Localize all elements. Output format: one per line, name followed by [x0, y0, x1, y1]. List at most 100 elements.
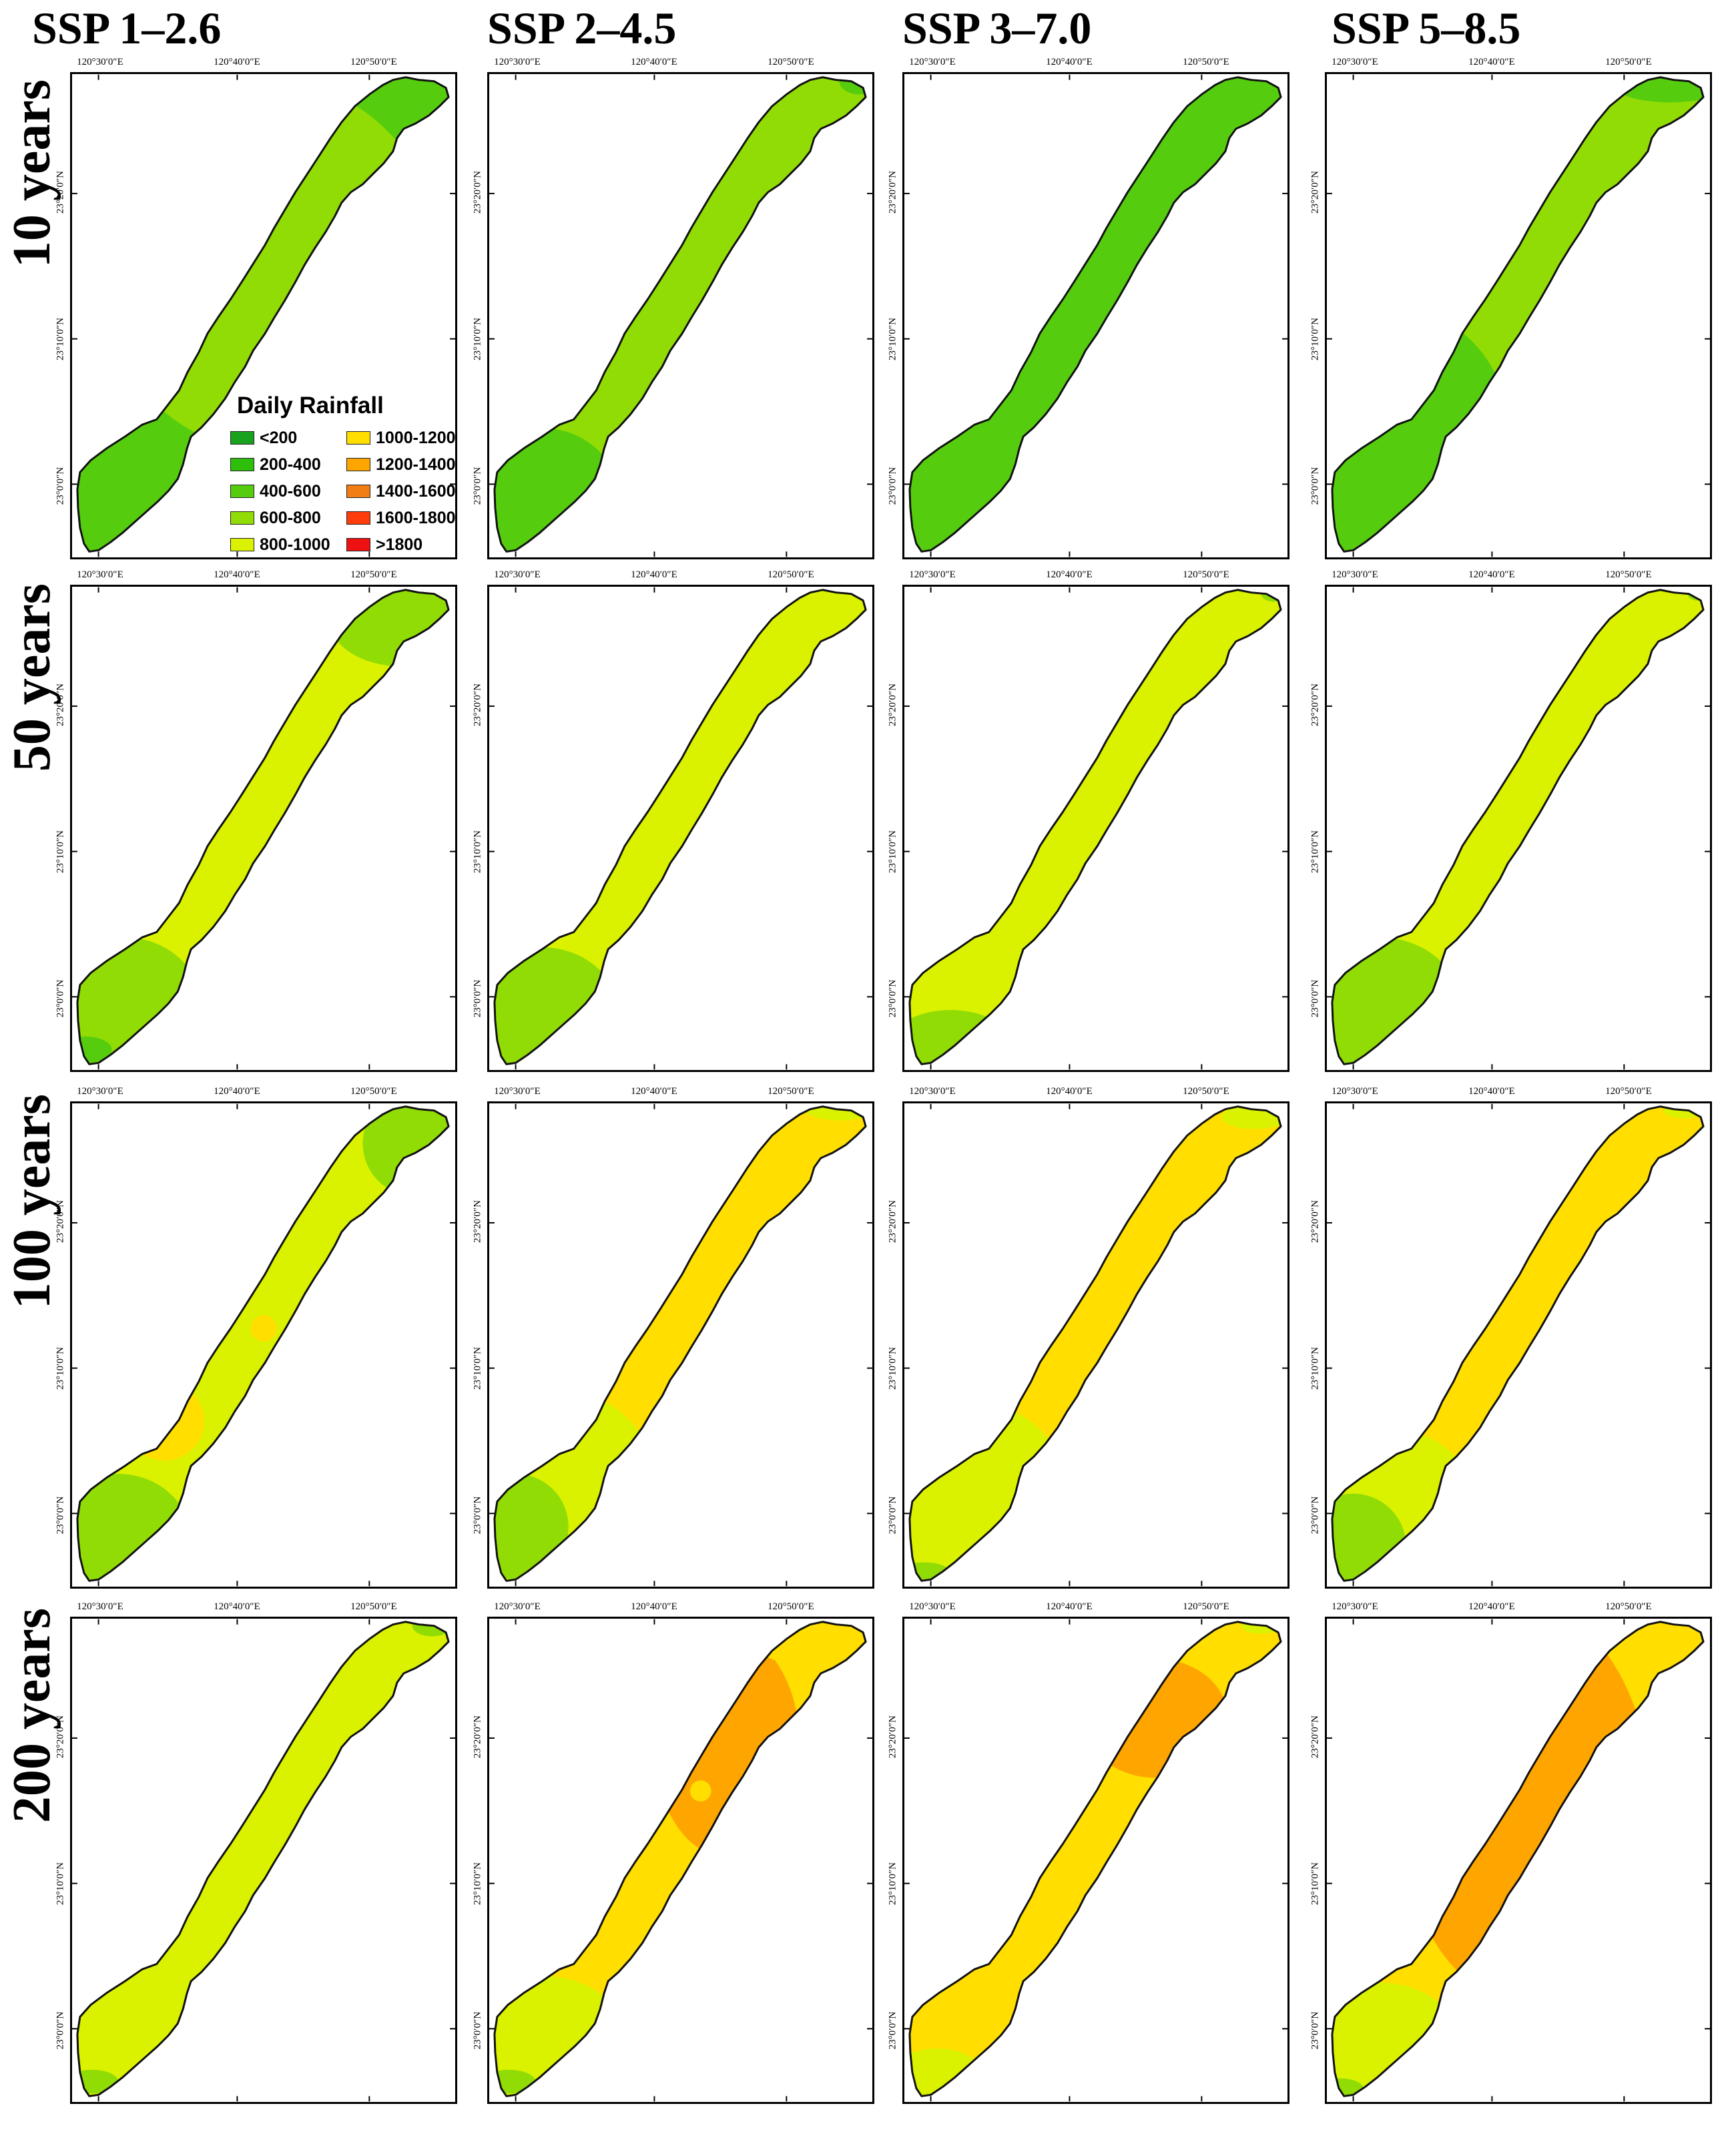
basin-map	[72, 1619, 455, 2102]
longitude-label: 120°30′0″E	[909, 1601, 956, 1612]
rainfall-zone	[806, 1106, 866, 1121]
latitude-label: 23°20′0″N	[1310, 684, 1321, 726]
map-panel	[487, 72, 874, 559]
latitude-label: 23°20′0″N	[472, 1200, 483, 1243]
latitude-label: 23°10′0″N	[887, 1347, 898, 1390]
legend-item: 200-400	[230, 455, 344, 474]
basin-outline	[76, 76, 450, 553]
map-panel	[487, 1617, 874, 2104]
latitude-label: 23°10′0″N	[55, 830, 66, 873]
latitude-label: 23°10′0″N	[55, 318, 66, 360]
basin-map	[489, 1619, 872, 2102]
basin-outline	[76, 1621, 450, 2097]
legend-label: >1800	[376, 535, 423, 554]
longitude-label: 120°50′0″E	[1183, 1086, 1229, 1097]
legend-swatch	[230, 485, 254, 498]
longitude-label: 120°50′0″E	[350, 57, 397, 67]
longitude-label: 120°30′0″E	[77, 57, 123, 67]
latitude-label: 23°20′0″N	[887, 1200, 898, 1243]
basin-map	[1327, 1619, 1710, 2102]
basin-outline	[908, 589, 1282, 1065]
rainfall-zone	[909, 1621, 1281, 2097]
longitude-label: 120°50′0″E	[1605, 1601, 1652, 1612]
latitude-label: 23°0′0″N	[55, 467, 66, 505]
rainfall-zone	[250, 1315, 277, 1342]
row-title: 100 years	[3, 1093, 61, 1310]
longitude-label: 120°40′0″E	[214, 57, 260, 67]
basin-map	[489, 74, 872, 557]
legend-swatch	[346, 485, 370, 498]
legend-swatch	[230, 538, 254, 551]
latitude-label: 23°20′0″N	[1310, 1200, 1321, 1243]
map-panel	[1325, 585, 1712, 1072]
legend-item: 1600-1800	[346, 509, 460, 527]
latitude-label: 23°20′0″N	[472, 684, 483, 726]
longitude-label: 120°50′0″E	[1605, 57, 1652, 67]
longitude-label: 120°30′0″E	[909, 569, 956, 580]
basin-map	[904, 1103, 1287, 1587]
latitude-label: 23°10′0″N	[887, 830, 898, 873]
latitude-label: 23°20′0″N	[472, 171, 483, 214]
legend-item: 400-600	[230, 482, 344, 501]
legend-swatch	[346, 538, 370, 551]
latitude-label: 23°20′0″N	[472, 1715, 483, 1758]
map-panel	[487, 1101, 874, 1589]
latitude-label: 23°20′0″N	[55, 1715, 66, 1758]
longitude-label: 120°30′0″E	[909, 57, 956, 67]
latitude-label: 23°20′0″N	[1310, 171, 1321, 214]
rainfall-zone	[1399, 1621, 1651, 2002]
latitude-label: 23°0′0″N	[55, 2011, 66, 2050]
legend-label: 800-1000	[260, 535, 330, 554]
latitude-label: 23°10′0″N	[55, 1862, 66, 1905]
basin-map	[1327, 587, 1710, 1070]
basin-map	[1327, 1103, 1710, 1587]
latitude-label: 23°10′0″N	[1310, 318, 1321, 360]
column-title: SSP 1–2.6	[32, 3, 222, 53]
legend-swatch	[230, 431, 254, 445]
longitude-label: 120°30′0″E	[494, 569, 541, 580]
legend-label: 1600-1800	[376, 508, 456, 527]
map-panel	[902, 585, 1289, 1072]
map-panel	[1325, 1101, 1712, 1589]
basin-outline	[908, 1621, 1282, 2097]
basin-outline	[493, 76, 867, 553]
legend-item: <200	[230, 429, 344, 447]
latitude-label: 23°20′0″N	[887, 171, 898, 214]
longitude-label: 120°30′0″E	[909, 1086, 956, 1097]
basin-outline	[1331, 1105, 1705, 1582]
longitude-label: 120°40′0″E	[631, 57, 677, 67]
longitude-label: 120°40′0″E	[1046, 1086, 1093, 1097]
legend-label: 1000-1200	[376, 428, 456, 447]
longitude-label: 120°40′0″E	[1046, 569, 1093, 580]
map-panel	[1325, 72, 1712, 559]
latitude-label: 23°0′0″N	[472, 467, 483, 505]
longitude-label: 120°30′0″E	[77, 1086, 123, 1097]
longitude-label: 120°50′0″E	[768, 569, 814, 580]
latitude-label: 23°20′0″N	[887, 1715, 898, 1758]
legend-swatch	[230, 511, 254, 525]
latitude-label: 23°20′0″N	[887, 684, 898, 726]
longitude-label: 120°50′0″E	[1183, 1601, 1229, 1612]
longitude-label: 120°40′0″E	[1468, 569, 1515, 580]
legend-label: 400-600	[260, 481, 321, 501]
legend-swatch	[346, 431, 370, 445]
latitude-label: 23°10′0″N	[472, 830, 483, 873]
longitude-label: 120°40′0″E	[1046, 57, 1093, 67]
rainfall-zone	[158, 1625, 449, 1838]
longitude-label: 120°50′0″E	[350, 1086, 397, 1097]
column-title: SSP 5–8.5	[1332, 3, 1521, 53]
longitude-label: 120°50′0″E	[768, 57, 814, 67]
latitude-label: 23°10′0″N	[472, 1347, 483, 1390]
longitude-label: 120°40′0″E	[1046, 1601, 1093, 1612]
legend-title: Daily Rainfall	[237, 392, 384, 419]
latitude-label: 23°20′0″N	[1310, 1715, 1321, 1758]
basin-map	[72, 587, 455, 1070]
longitude-label: 120°40′0″E	[214, 1086, 260, 1097]
column-title: SSP 2–4.5	[487, 3, 677, 53]
longitude-label: 120°40′0″E	[631, 1086, 677, 1097]
longitude-label: 120°30′0″E	[1332, 1086, 1378, 1097]
legend-item: >1800	[346, 535, 460, 554]
basin-map	[904, 587, 1287, 1070]
longitude-label: 120°40′0″E	[214, 569, 260, 580]
legend-label: 1400-1600	[376, 481, 456, 501]
